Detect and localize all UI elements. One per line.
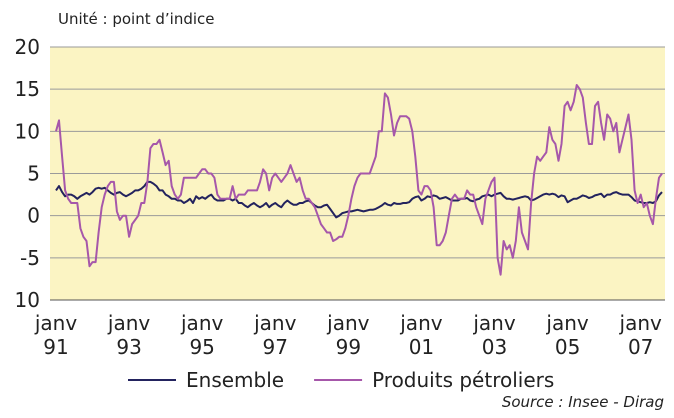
x-tick-label: janv 93 xyxy=(107,311,150,359)
series-line xyxy=(55,84,663,276)
source: Source : Insee - Dirag xyxy=(502,393,664,411)
x-tick-label: janv 05 xyxy=(545,311,588,359)
series-line xyxy=(55,180,663,219)
x-tick-label: janv 03 xyxy=(472,311,515,359)
x-tick-label: janv 99 xyxy=(326,311,369,359)
y-tick-label: 0 xyxy=(27,204,40,228)
x-tick-label: janv 97 xyxy=(253,311,296,359)
y-tick-label: 5 xyxy=(27,162,40,186)
unit-label: Unité : point d’indice xyxy=(58,10,215,28)
legend-label: Ensemble xyxy=(186,368,284,392)
x-tick-label: janv 95 xyxy=(180,311,223,359)
x-tick-label: janv 07 xyxy=(619,311,662,359)
y-tick-label: 20 xyxy=(15,35,40,59)
y-tick-label: 10 xyxy=(15,119,40,143)
y-tick-label: 15 xyxy=(15,77,40,101)
y-tick-label: -5 xyxy=(20,246,40,270)
legend-label: Produits pétroliers xyxy=(372,368,554,392)
y-tick-label: 10 xyxy=(15,288,40,312)
x-tick-label: janv 91 xyxy=(34,311,77,359)
x-tick-label: janv 01 xyxy=(399,311,442,359)
